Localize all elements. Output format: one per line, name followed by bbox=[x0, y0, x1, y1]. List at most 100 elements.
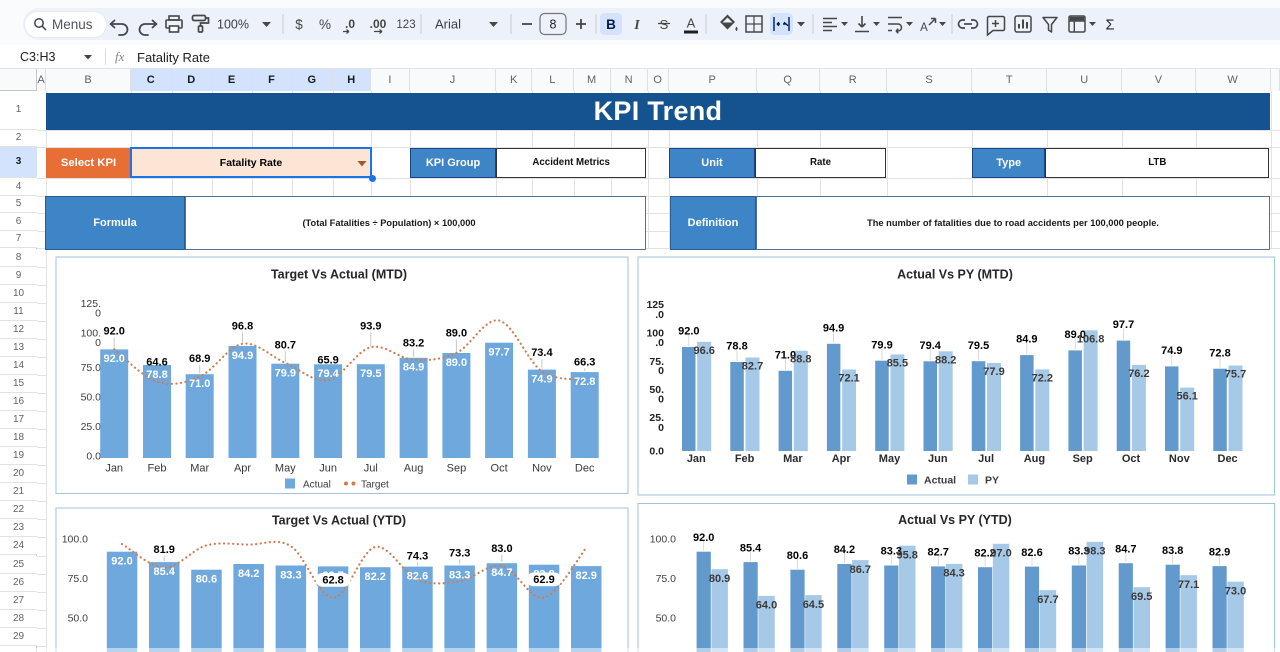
svg-text:Target Vs Actual (MTD): Target Vs Actual (MTD) bbox=[271, 268, 407, 282]
svg-text:77.1: 77.1 bbox=[1178, 579, 1199, 591]
svg-text:80.6: 80.6 bbox=[196, 574, 217, 586]
svg-text:75.7: 75.7 bbox=[1225, 369, 1246, 381]
svg-text:125: 125 bbox=[646, 299, 664, 311]
svg-text:0.0: 0.0 bbox=[86, 451, 101, 463]
svg-text:83.0: 83.0 bbox=[491, 543, 512, 555]
svg-text:89.0: 89.0 bbox=[446, 357, 467, 369]
svg-text:72.8: 72.8 bbox=[1209, 347, 1230, 359]
svg-text:97.7: 97.7 bbox=[1113, 319, 1134, 331]
svg-text:Jul: Jul bbox=[978, 453, 994, 465]
svg-text:.0: .0 bbox=[655, 337, 664, 349]
svg-text:82.6: 82.6 bbox=[407, 570, 428, 582]
svg-text:$: $ bbox=[295, 17, 303, 32]
svg-text:8: 8 bbox=[550, 18, 557, 32]
svg-text:50.0: 50.0 bbox=[656, 613, 677, 625]
svg-text:73.0: 73.0 bbox=[1225, 586, 1246, 598]
svg-text:74.9: 74.9 bbox=[531, 373, 552, 385]
svg-text:Dec: Dec bbox=[1218, 453, 1238, 465]
svg-text:71.0: 71.0 bbox=[775, 349, 796, 361]
svg-text:97.0: 97.0 bbox=[990, 548, 1011, 560]
svg-text:Arial: Arial bbox=[435, 17, 461, 32]
svg-text:64.5: 64.5 bbox=[803, 599, 824, 611]
svg-text:A: A bbox=[920, 22, 928, 34]
svg-text:Aug: Aug bbox=[404, 463, 424, 475]
svg-text:76.2: 76.2 bbox=[1128, 368, 1149, 380]
svg-text:98.3: 98.3 bbox=[1084, 546, 1105, 558]
svg-text:.00: .00 bbox=[370, 17, 387, 31]
svg-text:74.9: 74.9 bbox=[1161, 345, 1182, 357]
svg-text:100.: 100. bbox=[81, 328, 101, 340]
svg-text:64.6: 64.6 bbox=[146, 357, 167, 369]
svg-text:83.3: 83.3 bbox=[1068, 546, 1089, 558]
svg-text:82.9: 82.9 bbox=[1209, 546, 1230, 558]
svg-text:0.0: 0.0 bbox=[649, 446, 664, 458]
svg-text:71.0: 71.0 bbox=[189, 378, 210, 390]
svg-text:Mar: Mar bbox=[190, 463, 209, 475]
svg-text:88.8: 88.8 bbox=[790, 354, 811, 366]
svg-text:75.: 75. bbox=[649, 356, 664, 368]
svg-text:May: May bbox=[879, 453, 901, 465]
svg-text:100.0: 100.0 bbox=[62, 534, 88, 546]
svg-text:Actual: Actual bbox=[303, 480, 331, 491]
svg-text:Jan: Jan bbox=[105, 463, 123, 475]
svg-text:B: B bbox=[606, 17, 616, 32]
svg-text:.0: .0 bbox=[345, 17, 355, 31]
svg-text:92.0: 92.0 bbox=[103, 353, 124, 365]
svg-text:Feb: Feb bbox=[148, 463, 167, 475]
svg-text:82.2: 82.2 bbox=[974, 547, 995, 559]
svg-text:25.0: 25.0 bbox=[81, 421, 102, 433]
svg-text:Target Vs Actual (YTD): Target Vs Actual (YTD) bbox=[272, 514, 406, 528]
svg-text:I: I bbox=[633, 18, 640, 33]
svg-text:84.7: 84.7 bbox=[491, 567, 512, 579]
svg-text:Nov: Nov bbox=[532, 463, 552, 475]
svg-text:Oct: Oct bbox=[491, 463, 508, 475]
svg-text:82.2: 82.2 bbox=[364, 571, 385, 583]
svg-text:79.5: 79.5 bbox=[360, 368, 381, 380]
svg-text:79.5: 79.5 bbox=[968, 340, 989, 352]
svg-text:84.2: 84.2 bbox=[238, 568, 259, 580]
svg-text:83.3: 83.3 bbox=[280, 569, 301, 581]
svg-text:84.3: 84.3 bbox=[943, 568, 964, 580]
svg-text:69.5: 69.5 bbox=[1131, 591, 1152, 603]
svg-text:66.3: 66.3 bbox=[574, 356, 595, 368]
svg-text:78.8: 78.8 bbox=[726, 341, 747, 353]
svg-text:93.9: 93.9 bbox=[360, 320, 381, 332]
svg-text:92.0: 92.0 bbox=[678, 326, 699, 338]
svg-text:81.9: 81.9 bbox=[153, 544, 174, 556]
svg-text:Target: Target bbox=[361, 480, 389, 491]
svg-text:84.2: 84.2 bbox=[834, 544, 855, 556]
svg-text:0: 0 bbox=[658, 365, 664, 377]
svg-text:Nov: Nov bbox=[1169, 453, 1191, 465]
svg-text:82.6: 82.6 bbox=[1021, 547, 1042, 559]
svg-text:50.0: 50.0 bbox=[68, 613, 89, 625]
svg-text:88.2: 88.2 bbox=[935, 354, 956, 366]
svg-text:Feb: Feb bbox=[735, 453, 755, 465]
svg-text:64.0: 64.0 bbox=[756, 600, 777, 612]
svg-text:Jun: Jun bbox=[928, 453, 948, 465]
svg-text:83.3: 83.3 bbox=[449, 569, 470, 581]
svg-text:95.8: 95.8 bbox=[896, 550, 917, 562]
svg-text:83.8: 83.8 bbox=[1162, 545, 1183, 557]
svg-text:106.8: 106.8 bbox=[1077, 333, 1105, 345]
svg-text:79.9: 79.9 bbox=[275, 368, 296, 380]
svg-text:Actual Vs PY (MTD): Actual Vs PY (MTD) bbox=[897, 268, 1013, 282]
svg-text:72.1: 72.1 bbox=[838, 373, 859, 385]
svg-text:79.4: 79.4 bbox=[317, 368, 339, 380]
svg-text:94.9: 94.9 bbox=[232, 350, 253, 362]
svg-text:Sep: Sep bbox=[1073, 453, 1093, 465]
svg-text:62.9: 62.9 bbox=[533, 574, 554, 586]
svg-text:Jun: Jun bbox=[319, 463, 337, 475]
svg-text:PY: PY bbox=[985, 475, 999, 487]
svg-text:May: May bbox=[275, 463, 296, 475]
svg-text:0: 0 bbox=[95, 308, 101, 320]
svg-text:82.9: 82.9 bbox=[575, 570, 596, 582]
svg-text:79.9: 79.9 bbox=[871, 339, 892, 351]
svg-text:%: % bbox=[319, 17, 331, 32]
svg-text:96.8: 96.8 bbox=[232, 320, 253, 332]
svg-text:72.8: 72.8 bbox=[574, 376, 595, 388]
svg-text:75.0: 75.0 bbox=[656, 573, 677, 585]
svg-text:94.9: 94.9 bbox=[823, 322, 844, 334]
svg-text:85.4: 85.4 bbox=[153, 566, 175, 578]
svg-text:92.0: 92.0 bbox=[693, 532, 714, 544]
svg-text:Apr: Apr bbox=[234, 463, 251, 475]
